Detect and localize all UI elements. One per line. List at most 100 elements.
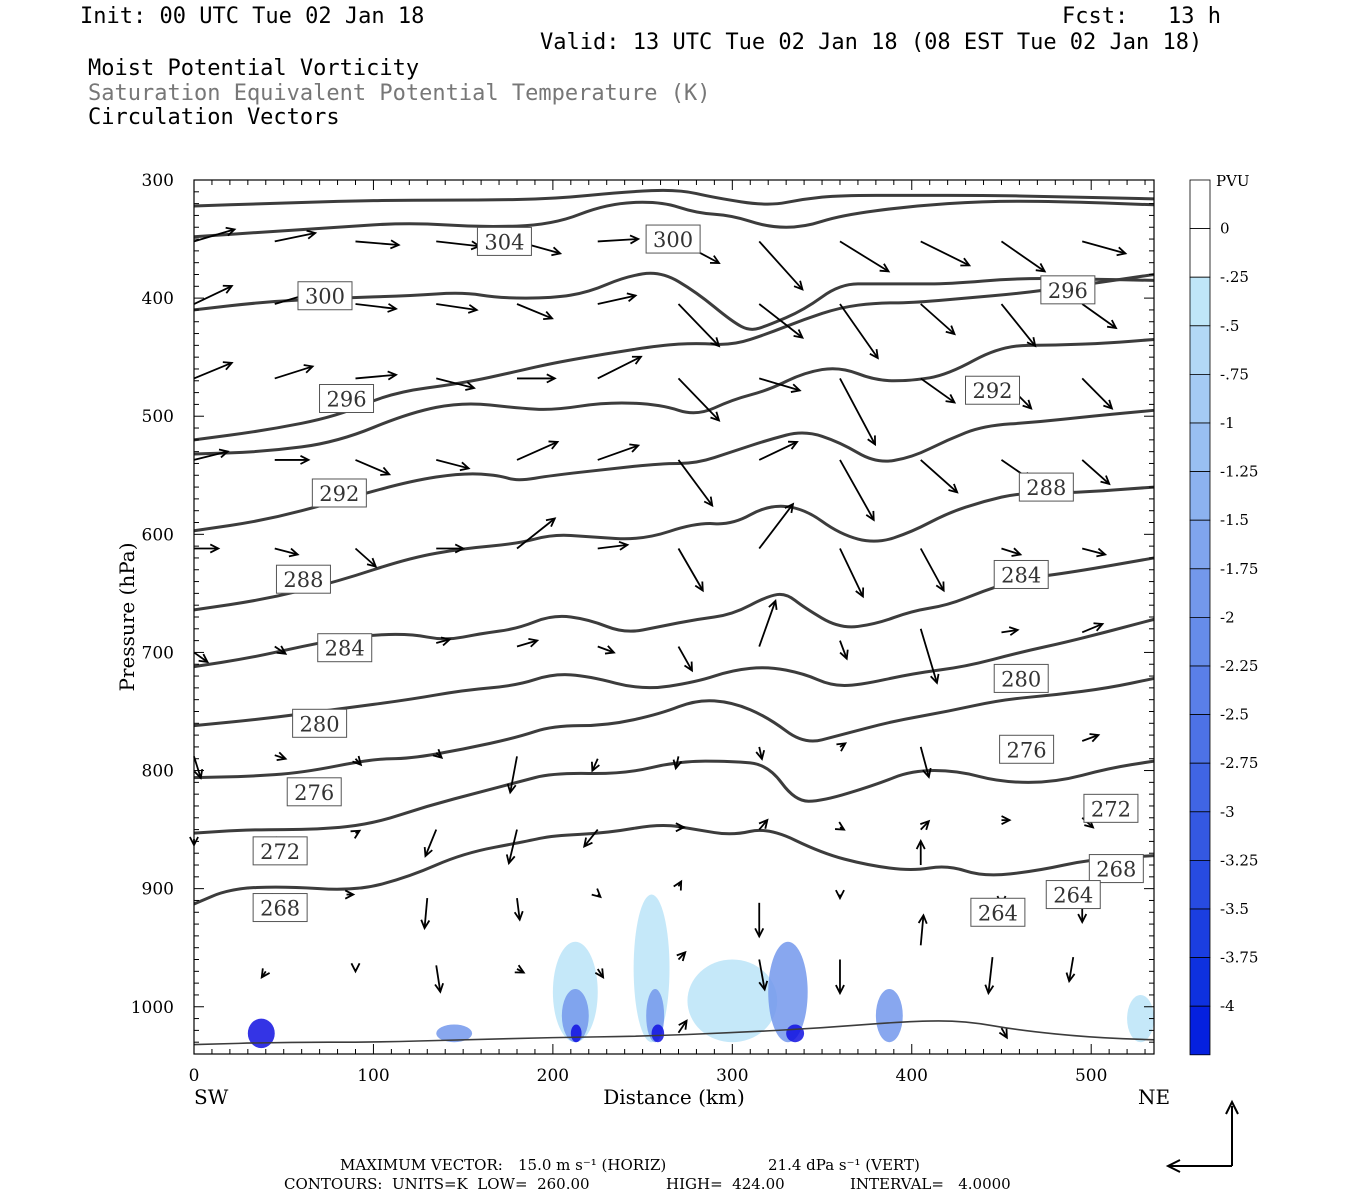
circulation-vector — [193, 756, 204, 780]
circulation-vector — [1081, 547, 1108, 558]
circulation-vector — [193, 651, 210, 664]
circulation-vector — [758, 377, 802, 393]
colorbar-label: -.75 — [1220, 365, 1249, 383]
circulation-vector — [591, 758, 600, 773]
circulation-vector — [436, 377, 476, 391]
svg-text:268: 268 — [260, 897, 300, 921]
circulation-vector — [758, 303, 804, 339]
ne-endpoint-label: NE — [1138, 1085, 1170, 1109]
circulation-vector — [355, 303, 398, 313]
circulation-vector — [839, 640, 849, 661]
colorbar-swatch — [1189, 276, 1211, 327]
colorbar-label: -1.5 — [1220, 511, 1249, 529]
circulation-vector — [352, 755, 363, 767]
circulation-vector — [193, 448, 230, 461]
colorbar-swatch — [1189, 714, 1211, 764]
theta-e-contour — [193, 1020, 1155, 1046]
circulation-vector — [436, 459, 471, 472]
circulation-vector — [274, 455, 311, 465]
contour-label: 264 — [1045, 880, 1101, 910]
circulation-vector — [436, 303, 479, 314]
reference-vector-icon — [1165, 1099, 1239, 1173]
circulation-vector — [594, 968, 605, 980]
forecast-hour: 13 h — [1168, 4, 1221, 29]
circulation-vector — [420, 898, 431, 931]
y-tick-label: 300 — [142, 171, 174, 191]
y-axis-title: Pressure (hPa) — [115, 543, 139, 692]
circulation-vector — [597, 443, 641, 461]
circulation-vector — [582, 829, 599, 848]
max-vector-vert: 21.4 dPa s⁻¹ (VERT) — [768, 1156, 920, 1174]
circulation-vector — [920, 303, 956, 336]
circulation-vector — [835, 959, 845, 996]
sw-endpoint-label: SW — [194, 1085, 229, 1109]
circulation-vector — [194, 543, 221, 554]
circulation-vector — [920, 377, 957, 404]
pv-shade-region — [436, 1024, 473, 1043]
x-tick-label: 200 — [537, 1066, 569, 1086]
circulation-vector — [677, 548, 704, 593]
colorbar-swatch — [1189, 568, 1211, 618]
circulation-vector — [344, 889, 356, 900]
svg-text:276: 276 — [294, 781, 334, 805]
theta-e-contour — [193, 408, 1155, 533]
circulation-vector — [423, 829, 438, 858]
contour-label: 276 — [999, 734, 1055, 764]
circulation-vector — [516, 440, 560, 461]
contours-interval: INTERVAL= 4.0000 — [850, 1175, 1011, 1193]
contour-labels: 304 300 300 296 296 292 292 288 288 284 284 280 280 2… — [252, 224, 1144, 927]
colorbar-label: -4 — [1220, 997, 1235, 1015]
colorbar-label: -1.25 — [1220, 463, 1258, 481]
circulation-vector — [839, 240, 891, 273]
circulation-vector — [758, 440, 799, 461]
field-title-vectors: Circulation Vectors — [88, 105, 340, 130]
svg-text:304: 304 — [484, 230, 524, 254]
axes: 300 400 500 600 700 800 900 1000 0 100 200 300 400 50… — [131, 171, 1154, 1086]
circulation-vector — [758, 818, 769, 831]
pv-colorbar: 0 -.25 -.5 -.75 -1 -1.25 -1.5 -1.75 -2 -2.25 -2.5 -… — [1189, 179, 1258, 1056]
circulation-vector — [436, 543, 466, 554]
circulation-vector — [274, 229, 318, 243]
circulation-vector — [758, 599, 778, 647]
circulation-vector — [436, 240, 482, 251]
colorbar-label: 0 — [1220, 220, 1230, 238]
circulation-vector — [839, 303, 879, 360]
x-tick-label: 0 — [189, 1066, 200, 1086]
colorbar-label: -3 — [1220, 803, 1235, 821]
svg-text:264: 264 — [978, 901, 1018, 925]
circulation-vector — [354, 547, 378, 568]
svg-text:288: 288 — [1026, 476, 1066, 500]
circulation-vector — [919, 548, 945, 593]
theta-e-contour — [193, 337, 1155, 456]
colorbar-label: -2.5 — [1220, 706, 1249, 724]
field-title-mpv: Moist Potential Vorticity — [88, 56, 420, 81]
circulation-vector — [597, 645, 616, 655]
circulation-vector — [673, 879, 683, 891]
svg-text:296: 296 — [1048, 279, 1088, 303]
colorbar-swatch — [1189, 957, 1211, 1007]
theta-e-contour — [193, 617, 1155, 728]
circulation-vector — [1001, 815, 1012, 826]
circulation-vector — [513, 897, 524, 922]
colorbar-swatch — [1189, 325, 1211, 375]
svg-text:264: 264 — [1053, 884, 1093, 908]
circulation-vector — [915, 839, 926, 866]
theta-e-contour — [193, 199, 1155, 239]
circulation-vector — [1065, 957, 1076, 984]
circulation-vector — [350, 962, 361, 974]
contour-label: 292 — [311, 478, 367, 508]
colorbar-swatch — [1189, 860, 1211, 910]
circulation-vector — [514, 964, 526, 974]
svg-text:292: 292 — [972, 379, 1012, 403]
circulation-vector — [919, 746, 932, 779]
contour-label: 268 — [1088, 854, 1144, 884]
contour-label: 300 — [297, 281, 353, 311]
circulation-vector — [274, 751, 288, 762]
colorbar-label: -1 — [1220, 414, 1235, 432]
circulation-vector — [984, 957, 995, 996]
theta-e-contour — [193, 824, 1155, 906]
colorbar-unit: PVU — [1216, 172, 1250, 190]
x-tick-label: 300 — [716, 1066, 748, 1086]
circulation-vector — [677, 459, 714, 508]
